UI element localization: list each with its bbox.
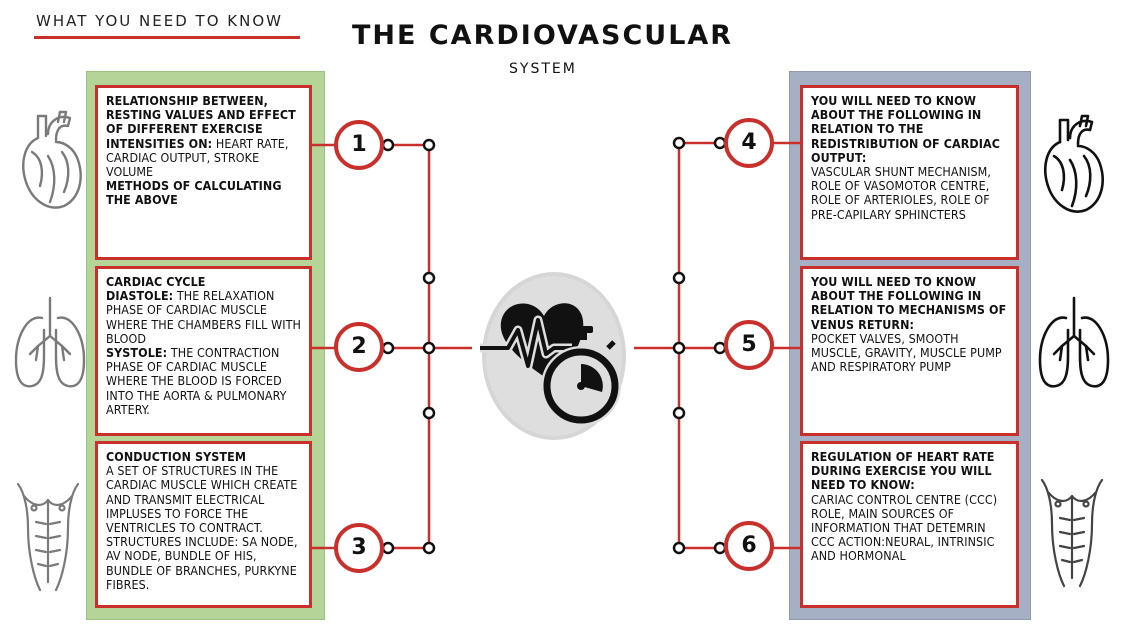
- topic-2-diastole-text: THE RELAXATION PHASE OF CARDIAC MUSCLE W…: [106, 288, 301, 346]
- topic-5-text: POCKET VALVES, SMOOTH MUSCLE, GRAVITY, M…: [811, 330, 1002, 375]
- header-underline: [34, 36, 300, 39]
- page-subtitle: SYSTEM: [509, 61, 577, 77]
- heartbeat-stopwatch-icon: [480, 272, 626, 440]
- topic-2-systole-label: SYSTOLE:: [106, 345, 168, 361]
- lungs-icon: [14, 296, 86, 388]
- topic-number-5: 5: [724, 320, 774, 370]
- topic-6-heading: REGULATION OF HEART RATE DURING EXERCISE…: [811, 449, 995, 493]
- topic-box-6: REGULATION OF HEART RATE DURING EXERCISE…: [800, 441, 1019, 608]
- heart-icon: [22, 110, 82, 209]
- topic-box-4: YOU WILL NEED TO KNOW ABOUT THE FOLLOWIN…: [800, 85, 1019, 260]
- topic-number-6: 6: [724, 521, 774, 571]
- node-dot: [381, 341, 395, 355]
- node-dot: [422, 541, 436, 555]
- topic-3-text: A SET OF STRUCTURES IN THE CARDIAC MUSCL…: [106, 463, 298, 592]
- topic-number-1: 1: [334, 120, 384, 170]
- node-dot: [672, 136, 686, 150]
- node-dot: [381, 138, 395, 152]
- lungs-icon: [1038, 296, 1110, 388]
- node-dot: [672, 541, 686, 555]
- topic-2-diastole-label: DIASTOLE:: [106, 288, 174, 304]
- node-dot: [422, 406, 436, 420]
- topic-5-heading: YOU WILL NEED TO KNOW ABOUT THE FOLLOWIN…: [811, 274, 1007, 332]
- node-dot: [672, 271, 686, 285]
- node-dot: [422, 138, 436, 152]
- topic-box-2: CARDIAC CYCLE DIASTOLE: THE RELAXATION P…: [95, 266, 312, 436]
- topic-1-text: HEART RATE, CARDIAC OUTPUT, STROKE VOLUM…: [106, 135, 289, 180]
- topic-number-2: 2: [334, 322, 384, 372]
- topic-number-4: 4: [724, 118, 774, 168]
- page-title: THE CARDIOVASCULAR: [352, 20, 734, 51]
- node-dot: [422, 341, 436, 355]
- topic-1-heading: RELATIONSHIP BETWEEN, RESTING VALUES AND…: [106, 93, 296, 151]
- torso-icon: [16, 482, 80, 592]
- topic-1-subheading: METHODS OF CALCULATING THE ABOVE: [106, 178, 282, 208]
- topic-box-3: CONDUCTION SYSTEM A SET OF STRUCTURES IN…: [95, 441, 312, 608]
- node-dot: [672, 406, 686, 420]
- topic-3-heading: CONDUCTION SYSTEM: [106, 449, 247, 464]
- topic-box-1: RELATIONSHIP BETWEEN, RESTING VALUES AND…: [95, 85, 312, 260]
- topic-2-systole-text: THE CONTRACTION PHASE OF CARDIAC MUSCLE …: [106, 345, 287, 417]
- node-dot: [422, 271, 436, 285]
- torso-icon: [1040, 478, 1104, 588]
- topic-4-text: VASCULAR SHUNT MECHANISM, ROLE OF VASOMO…: [811, 164, 992, 222]
- topic-number-3: 3: [334, 523, 384, 573]
- topic-2-heading: CARDIAC CYCLE: [106, 274, 206, 289]
- topic-box-5: YOU WILL NEED TO KNOW ABOUT THE FOLLOWIN…: [800, 266, 1019, 436]
- header-tagline: WHAT YOU NEED TO KNOW: [36, 12, 283, 30]
- node-dot: [672, 341, 686, 355]
- node-dot: [381, 541, 395, 555]
- topic-4-heading: YOU WILL NEED TO KNOW ABOUT THE FOLLOWIN…: [811, 93, 1001, 165]
- heart-icon: [1044, 114, 1104, 213]
- topic-6-text: CARIAC CONTROL CENTRE (CCC) ROLE, MAIN S…: [811, 491, 998, 564]
